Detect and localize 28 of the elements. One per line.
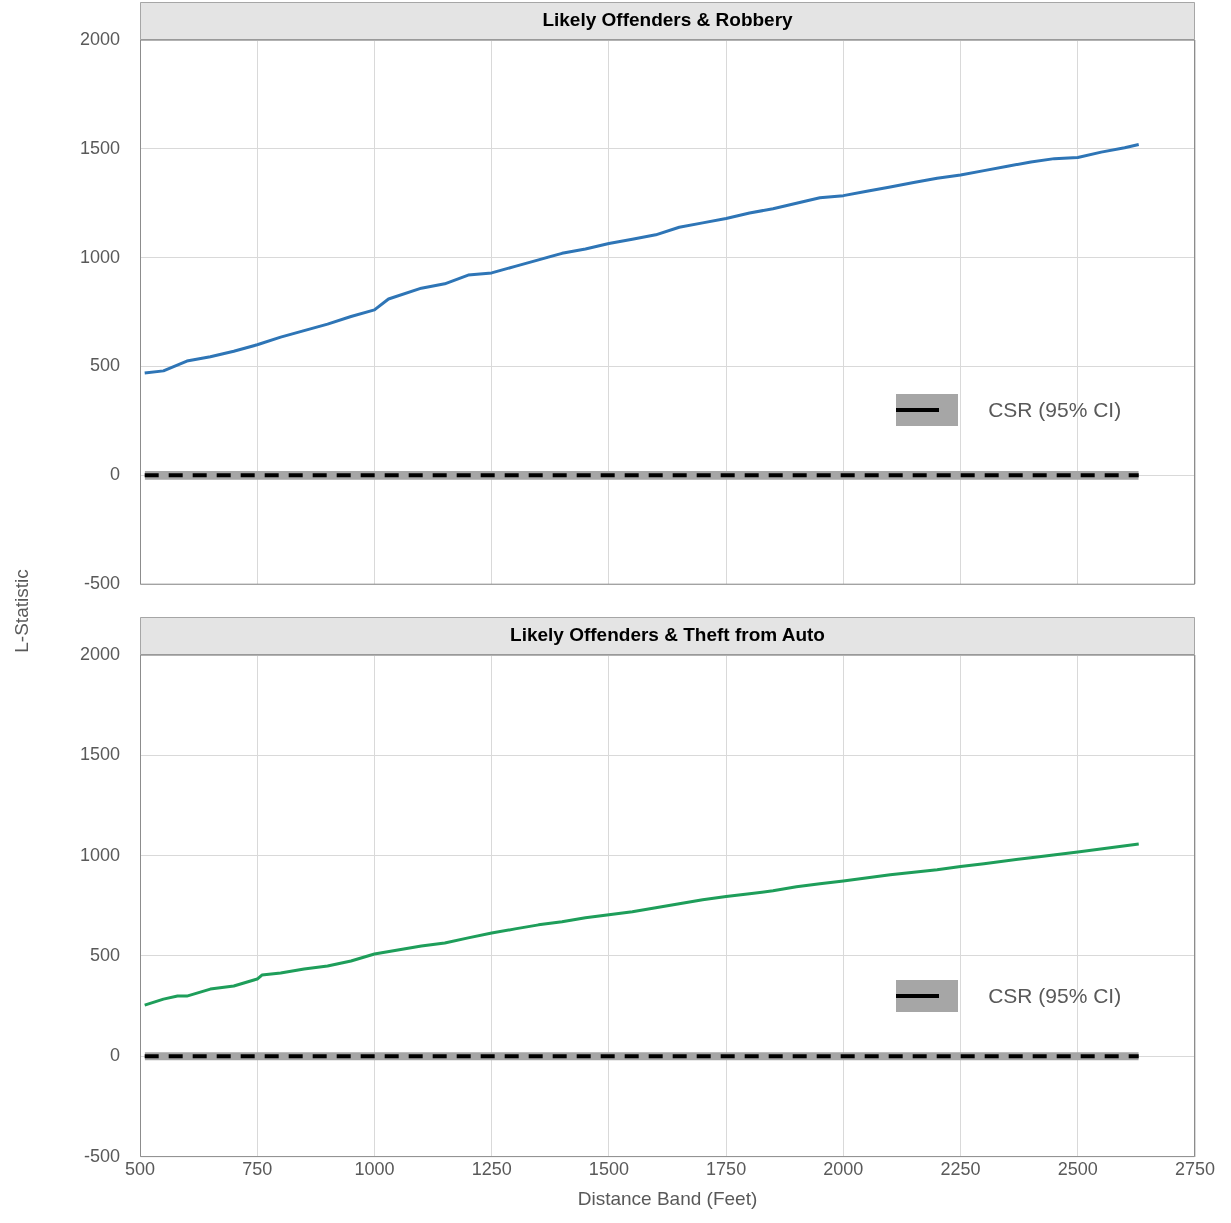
y-tick-label: 1500 [79,137,120,158]
y-tick-label: 1000 [79,246,120,267]
chart-title: Likely Offenders & Theft from Auto [510,624,825,646]
y-tick-label: 1500 [79,744,120,765]
x-tick-label: 1250 [471,1159,512,1180]
x-tick-label: 2000 [823,1159,864,1180]
legend-label: CSR (95% CI) [988,398,1122,423]
y-tick-label: 0 [109,464,120,485]
x-axis-title: Distance Band (Feet) [577,1187,758,1209]
chart-title: Likely Offenders & Robbery [542,9,794,31]
x-tick-label: 1750 [706,1159,747,1180]
x-tick-label: 750 [242,1159,273,1180]
y-tick-label: -500 [83,573,120,594]
y-tick-label: 2000 [79,28,120,49]
y-axis-title: L-Statistic [11,569,33,653]
x-tick-label: 2500 [1057,1159,1098,1180]
x-tick-label: 1000 [354,1159,395,1180]
y-tick-label: 0 [109,1045,120,1066]
legend-label: CSR (95% CI) [988,984,1122,1009]
y-tick-label: 1000 [79,844,120,865]
x-tick-label: 1500 [588,1159,629,1180]
x-tick-label: 2250 [940,1159,981,1180]
x-tick-label: 2750 [1174,1159,1216,1180]
y-tick-label: 500 [89,355,120,376]
x-tick-label: 500 [124,1159,156,1180]
y-tick-label: 500 [89,944,120,965]
y-tick-label: -500 [83,1145,120,1166]
y-tick-label: 2000 [79,643,120,664]
